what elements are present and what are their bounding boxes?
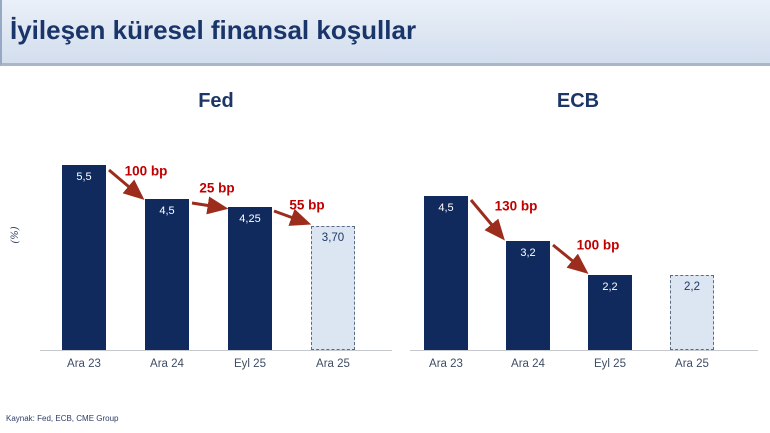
fed-x-axis <box>40 350 392 351</box>
ecb-bar-eyl-25 <box>588 275 632 350</box>
fed-rate-cut-arrow-2 <box>273 208 312 226</box>
fed-x-tick-eyl-25: Eyl 25 <box>234 358 266 370</box>
ecb-bar-value-eyl-25: 2,2 <box>602 281 618 293</box>
fed-rate-cut-label-2: 55 bp <box>289 197 325 213</box>
y-axis-label: (%) <box>10 226 21 244</box>
slide-header: İyileşen küresel finansal koşullar <box>0 0 770 66</box>
fed-x-tick-ara-24: Ara 24 <box>150 358 184 370</box>
ecb-x-axis <box>410 350 758 351</box>
fed-bar-ara-24 <box>145 199 189 350</box>
ecb-bar-ara-23 <box>424 196 468 350</box>
fed-rate-cut-label-0: 100 bp <box>124 163 168 179</box>
fed-bar-value-eyl-25: 4,25 <box>239 213 261 225</box>
ecb-x-tick-ara-23: Ara 23 <box>429 358 463 370</box>
ecb-bar-ara-25 <box>670 275 714 350</box>
fed-bar-value-ara-25: 3,70 <box>321 232 345 244</box>
ecb-bar-value-ara-23: 4,5 <box>438 202 454 214</box>
source-note: Kaynak: Fed, ECB, CME Group <box>6 414 119 423</box>
fed-x-tick-ara-25: Ara 25 <box>316 358 350 370</box>
ecb-bar-value-ara-25: 2,2 <box>684 281 700 293</box>
fed-x-tick-ara-23: Ara 23 <box>67 358 101 370</box>
chart-title-fed: Fed <box>198 90 234 112</box>
ecb-bar-value-ara-24: 3,2 <box>520 247 536 259</box>
ecb-bar-ara-24 <box>506 241 550 350</box>
ecb-x-tick-eyl-25: Eyl 25 <box>594 358 626 370</box>
fed-bar-eyl-25 <box>228 207 272 350</box>
chart-title-ecb: ECB <box>556 90 600 112</box>
ecb-x-tick-ara-25: Ara 25 <box>675 358 709 370</box>
ecb-rate-cut-label-1: 100 bp <box>576 237 620 253</box>
fed-bar-value-ara-24: 4,5 <box>159 205 175 217</box>
ecb-x-tick-ara-24: Ara 24 <box>511 358 545 370</box>
ecb-rate-cut-label-0: 130 bp <box>494 198 538 214</box>
fed-rate-cut-arrow-1 <box>191 196 229 215</box>
fed-bar-ara-25 <box>311 226 355 350</box>
fed-rate-cut-label-1: 25 bp <box>199 180 235 196</box>
slide-title: İyileşen küresel finansal koşullar <box>10 15 417 45</box>
fed-bar-value-ara-23: 5,5 <box>76 171 92 183</box>
fed-bar-ara-23 <box>62 165 106 350</box>
